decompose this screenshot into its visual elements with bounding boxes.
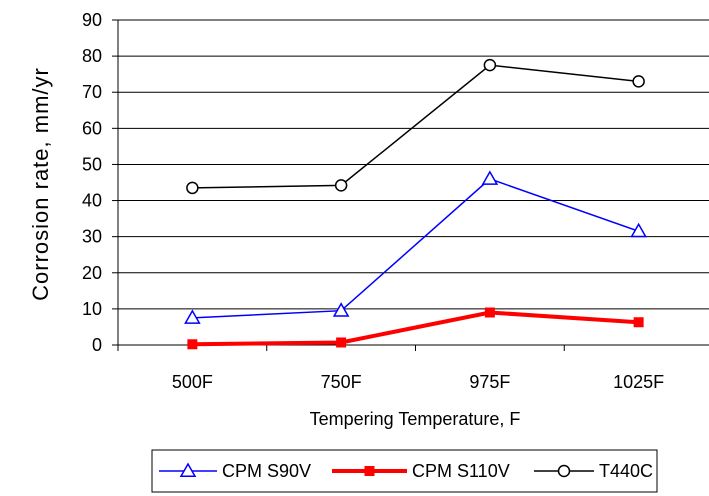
data-point-cpm-s90v — [481, 170, 499, 185]
data-point-cpm-s90v — [630, 222, 647, 238]
series-lines — [184, 58, 647, 350]
tick-labels: 0 10 20 30 40 50 60 70 80 90 500F 750F 975F 1025F — [82, 10, 664, 392]
x-axis-title: Tempering Temperature, F — [310, 409, 521, 429]
x-tick-label: 750F — [321, 372, 362, 392]
y-tick-label: 10 — [82, 299, 102, 319]
y-tick-label: 80 — [82, 46, 102, 66]
data-point-cpm-s110v — [336, 337, 347, 348]
legend-marker-cpm-s90v — [179, 462, 197, 477]
x-tick-label: 1025F — [613, 372, 664, 392]
data-point-cpm-s110v — [484, 307, 495, 318]
y-tick-label: 40 — [82, 191, 102, 211]
legend-marker-t440c — [557, 464, 571, 478]
legend: CPM S90V CPM S110V T440C — [151, 449, 658, 493]
data-point-cpm-s110v — [187, 339, 198, 350]
gridlines — [118, 19, 709, 310]
series-line-cpm-s90v — [192, 178, 639, 319]
data-point-t440c — [632, 75, 645, 88]
y-tick-label: 90 — [82, 10, 102, 30]
y-tick-label: 50 — [82, 154, 102, 174]
legend-label-cpm-s90v: CPM S90V — [222, 461, 311, 481]
y-axis-title: Corrosion rate, mm/yr — [28, 67, 53, 301]
data-point-t440c — [334, 179, 348, 192]
data-point-cpm-s110v — [633, 317, 644, 328]
legend-marker-cpm-s110v — [364, 466, 375, 476]
axes — [112, 19, 709, 351]
series-line-t440c — [192, 64, 639, 189]
data-point-t440c — [186, 181, 199, 195]
y-tick-label: 0 — [92, 335, 102, 355]
data-point-t440c — [483, 58, 497, 72]
x-tick-label: 975F — [469, 372, 510, 392]
data-point-cpm-s90v — [184, 309, 201, 324]
x-tick-label: 500F — [172, 372, 213, 392]
y-tick-label: 70 — [82, 82, 102, 102]
y-tick-label: 20 — [82, 263, 102, 283]
y-tick-label: 60 — [82, 118, 102, 138]
legend-label-t440c: T440C — [599, 461, 653, 481]
data-point-cpm-s90v — [332, 302, 350, 317]
series-line-cpm-s110v — [192, 310, 639, 347]
y-tick-label: 30 — [82, 227, 102, 247]
legend-label-cpm-s110v: CPM S110V — [412, 461, 510, 481]
